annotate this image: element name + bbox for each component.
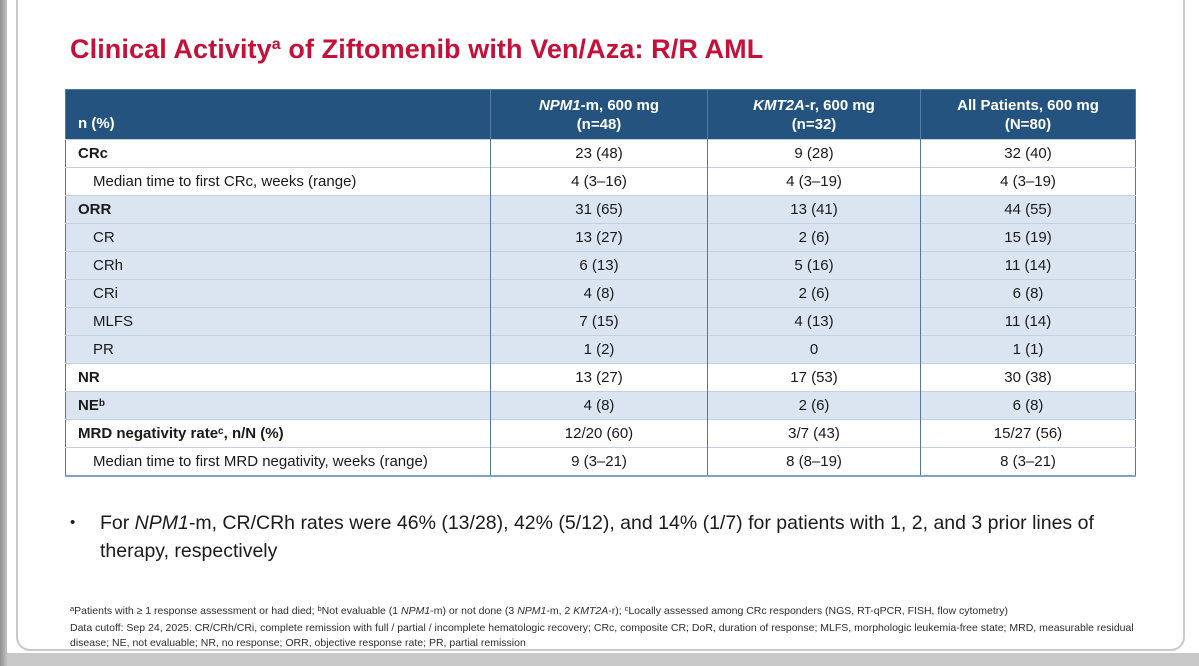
row-label: NEb	[65, 391, 491, 420]
cell-value: 9 (28)	[707, 139, 921, 168]
cell-value: 8 (8–19)	[707, 447, 921, 476]
table-row: MLFS 7 (15) 4 (13) 11 (14)	[65, 307, 1136, 336]
table-row: MRD negativity ratec, n/N (%) 12/20 (60) 3…	[65, 419, 1136, 448]
row-label: Median time to first CRc, weeks (range)	[65, 167, 491, 196]
footnote-definitions: Data cutoff: Sep 24, 2025. CR/CRh/CRi, c…	[70, 622, 1134, 649]
cell-value: 1 (2)	[490, 335, 708, 364]
slide-title-rest: of Ziftomenib with Ven/Aza: R/R AML	[280, 34, 764, 64]
cell-value: 6 (8)	[920, 279, 1136, 308]
footnote-abc: aPatients with ≥ 1 response assessment o…	[70, 604, 1008, 617]
cell-value: 5 (16)	[707, 251, 921, 280]
column-header-1: KMT2A-r, 600 mg (n=32)	[707, 89, 921, 140]
cell-value: 11 (14)	[920, 251, 1136, 280]
row-label: Median time to first MRD negativity, wee…	[65, 447, 491, 476]
cell-value: 0	[707, 335, 921, 364]
cell-value: 2 (6)	[707, 279, 921, 308]
table-row: NEb 4 (8) 2 (6) 6 (8)	[65, 391, 1136, 420]
cell-value: 6 (8)	[920, 391, 1136, 420]
row-label: PR	[65, 335, 491, 364]
cell-value: 30 (38)	[920, 363, 1136, 392]
row-label: CRh	[65, 251, 491, 280]
slide-title-text: Clinical Activity	[70, 34, 272, 64]
table-row: ORR 31 (65) 13 (41) 44 (55)	[65, 195, 1136, 224]
cell-value: 44 (55)	[920, 195, 1136, 224]
row-label: MLFS	[65, 307, 491, 336]
table-body: CRc 23 (48) 9 (28) 32 (40) Median time to fi…	[65, 139, 1136, 476]
table-row: PR 1 (2) 0 1 (1)	[65, 335, 1136, 364]
cell-value: 13 (41)	[707, 195, 921, 224]
left-edge-strip	[0, 0, 7, 666]
table-row: CR 13 (27) 2 (6) 15 (19)	[65, 223, 1136, 252]
table-row: Median time to first CRc, weeks (range) 4…	[65, 167, 1136, 196]
cell-value: 1 (1)	[920, 335, 1136, 364]
bullet-point: • For NPM1-m, CR/CRh rates were 46% (13/…	[70, 509, 1140, 565]
column-header-0: NPM1-m, 600 mg (n=48)	[490, 89, 708, 140]
cell-value: 31 (65)	[490, 195, 708, 224]
cell-value: 4 (3–19)	[920, 167, 1136, 196]
cell-value: 6 (13)	[490, 251, 708, 280]
clinical-activity-table: n (%) NPM1-m, 600 mg (n=48) KMT2A-r, 600 m…	[65, 89, 1136, 477]
cell-value: 32 (40)	[920, 139, 1136, 168]
cell-value: 9 (3–21)	[490, 447, 708, 476]
slide-title: Clinical Activitya of Ziftomenib with Ve…	[70, 34, 763, 65]
cell-value: 4 (13)	[707, 307, 921, 336]
row-label: ORR	[65, 195, 491, 224]
cell-value: 15/27 (56)	[920, 419, 1136, 448]
cell-value: 4 (3–19)	[707, 167, 921, 196]
table-row: Median time to first MRD negativity, wee…	[65, 447, 1136, 476]
table-row: CRi 4 (8) 2 (6) 6 (8)	[65, 279, 1136, 308]
cell-value: 2 (6)	[707, 223, 921, 252]
cell-value: 15 (19)	[920, 223, 1136, 252]
cell-value: 7 (15)	[490, 307, 708, 336]
cell-value: 8 (3–21)	[920, 447, 1136, 476]
row-label: NR	[65, 363, 491, 392]
cell-value: 3/7 (43)	[707, 419, 921, 448]
cell-value: 17 (53)	[707, 363, 921, 392]
bottom-edge-strip	[0, 653, 1199, 666]
column-header-n-pct: n (%)	[65, 89, 491, 140]
row-label: CR	[65, 223, 491, 252]
slide-card: Clinical Activitya of Ziftomenib with Ve…	[16, 0, 1185, 651]
cell-value: 4 (8)	[490, 279, 708, 308]
column-header-2: All Patients, 600 mg (N=80)	[920, 89, 1136, 140]
bullet-text: For NPM1-m, CR/CRh rates were 46% (13/28…	[100, 512, 1094, 562]
table-row: CRc 23 (48) 9 (28) 32 (40)	[65, 139, 1136, 168]
row-label: CRi	[65, 279, 491, 308]
table-row: CRh 6 (13) 5 (16) 11 (14)	[65, 251, 1136, 280]
cell-value: 23 (48)	[490, 139, 708, 168]
cell-value: 11 (14)	[920, 307, 1136, 336]
row-label: MRD negativity ratec, n/N (%)	[65, 419, 491, 448]
slide-title-superscript: a	[271, 36, 281, 53]
cell-value: 2 (6)	[707, 391, 921, 420]
table-header: n (%) NPM1-m, 600 mg (n=48) KMT2A-r, 600 m…	[65, 89, 1136, 140]
bullet-icon: •	[70, 514, 76, 531]
table-header-row: n (%) NPM1-m, 600 mg (n=48) KMT2A-r, 600 m…	[65, 89, 1136, 140]
cell-value: 13 (27)	[490, 223, 708, 252]
cell-value: 4 (3–16)	[490, 167, 708, 196]
row-label: CRc	[65, 139, 491, 168]
cell-value: 13 (27)	[490, 363, 708, 392]
cell-value: 4 (8)	[490, 391, 708, 420]
cell-value: 12/20 (60)	[490, 419, 708, 448]
table-row: NR 13 (27) 17 (53) 30 (38)	[65, 363, 1136, 392]
